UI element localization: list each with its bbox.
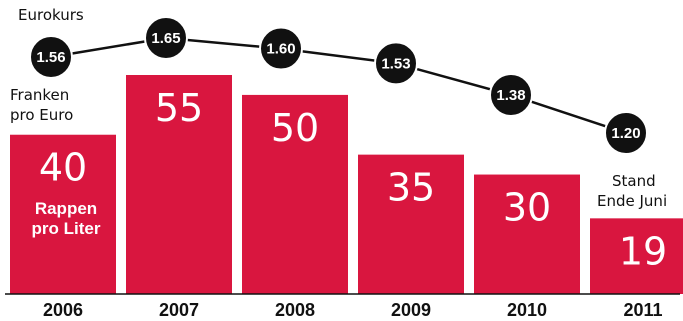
bar-value-2007: 55	[155, 86, 203, 130]
bar-value-2006: 40	[39, 146, 87, 190]
bar-value-2008: 50	[271, 106, 319, 150]
eurokurs-value-2011: 1.20	[611, 125, 640, 142]
eurokurs-value-2009: 1.53	[381, 55, 410, 72]
bar-unit-line-1: Rappen	[35, 199, 97, 218]
bar-value-2009: 35	[387, 166, 435, 210]
annotations: Eurokurs Franken pro Euro Stand Ende Jun…	[10, 6, 667, 210]
eurokurs-dot-2009	[374, 41, 418, 86]
eurokurs-dots: 1.56 1.65 1.60 1.53 1.38 1.20	[29, 16, 648, 155]
bars	[10, 75, 683, 294]
year-label-2006: 2006	[43, 300, 83, 320]
eurokurs-title: Eurokurs	[18, 6, 84, 24]
last-note-line-1: Stand	[612, 172, 656, 190]
last-note-line-2: Ende Juni	[597, 192, 667, 210]
eurokurs-value-2006: 1.56	[36, 49, 65, 66]
bar-2008	[242, 94, 348, 294]
bar-2007	[126, 75, 232, 294]
eurokurs-unit-line-2: pro Euro	[10, 106, 73, 124]
year-label-2010: 2010	[507, 300, 547, 320]
eurokurs-dot-2008	[259, 26, 303, 71]
bar-value-2010: 30	[503, 186, 551, 230]
bar-2009	[358, 154, 464, 294]
year-label-2009: 2009	[391, 300, 431, 320]
eurokurs-value-2008: 1.60	[266, 41, 295, 58]
year-label-2008: 2008	[275, 300, 315, 320]
bar-value-2011: 19	[619, 229, 667, 273]
bar-value-labels: 40 55 50 35 30 19	[39, 86, 667, 273]
year-label-2007: 2007	[159, 300, 199, 320]
bar-2011	[590, 218, 683, 294]
bar-unit-line-2: pro Liter	[32, 219, 101, 238]
eurokurs-dot-2006	[29, 35, 73, 79]
year-labels: 2006 2007 2008 2009 2010 2011	[43, 300, 663, 320]
eurokurs-value-2007: 1.65	[151, 30, 180, 47]
eurokurs-value-2010: 1.38	[496, 87, 525, 104]
year-label-2011: 2011	[623, 300, 662, 320]
bar-2010	[474, 174, 580, 294]
eurokurs-dot-2007	[144, 16, 188, 60]
eurokurs-dot-2011	[604, 111, 648, 155]
unit-labels: Rappen pro Liter	[32, 199, 101, 238]
eurokurs-dot-2010	[489, 73, 533, 117]
bar-2006	[10, 134, 116, 294]
eurokurs-unit-line-1: Franken	[10, 86, 69, 104]
